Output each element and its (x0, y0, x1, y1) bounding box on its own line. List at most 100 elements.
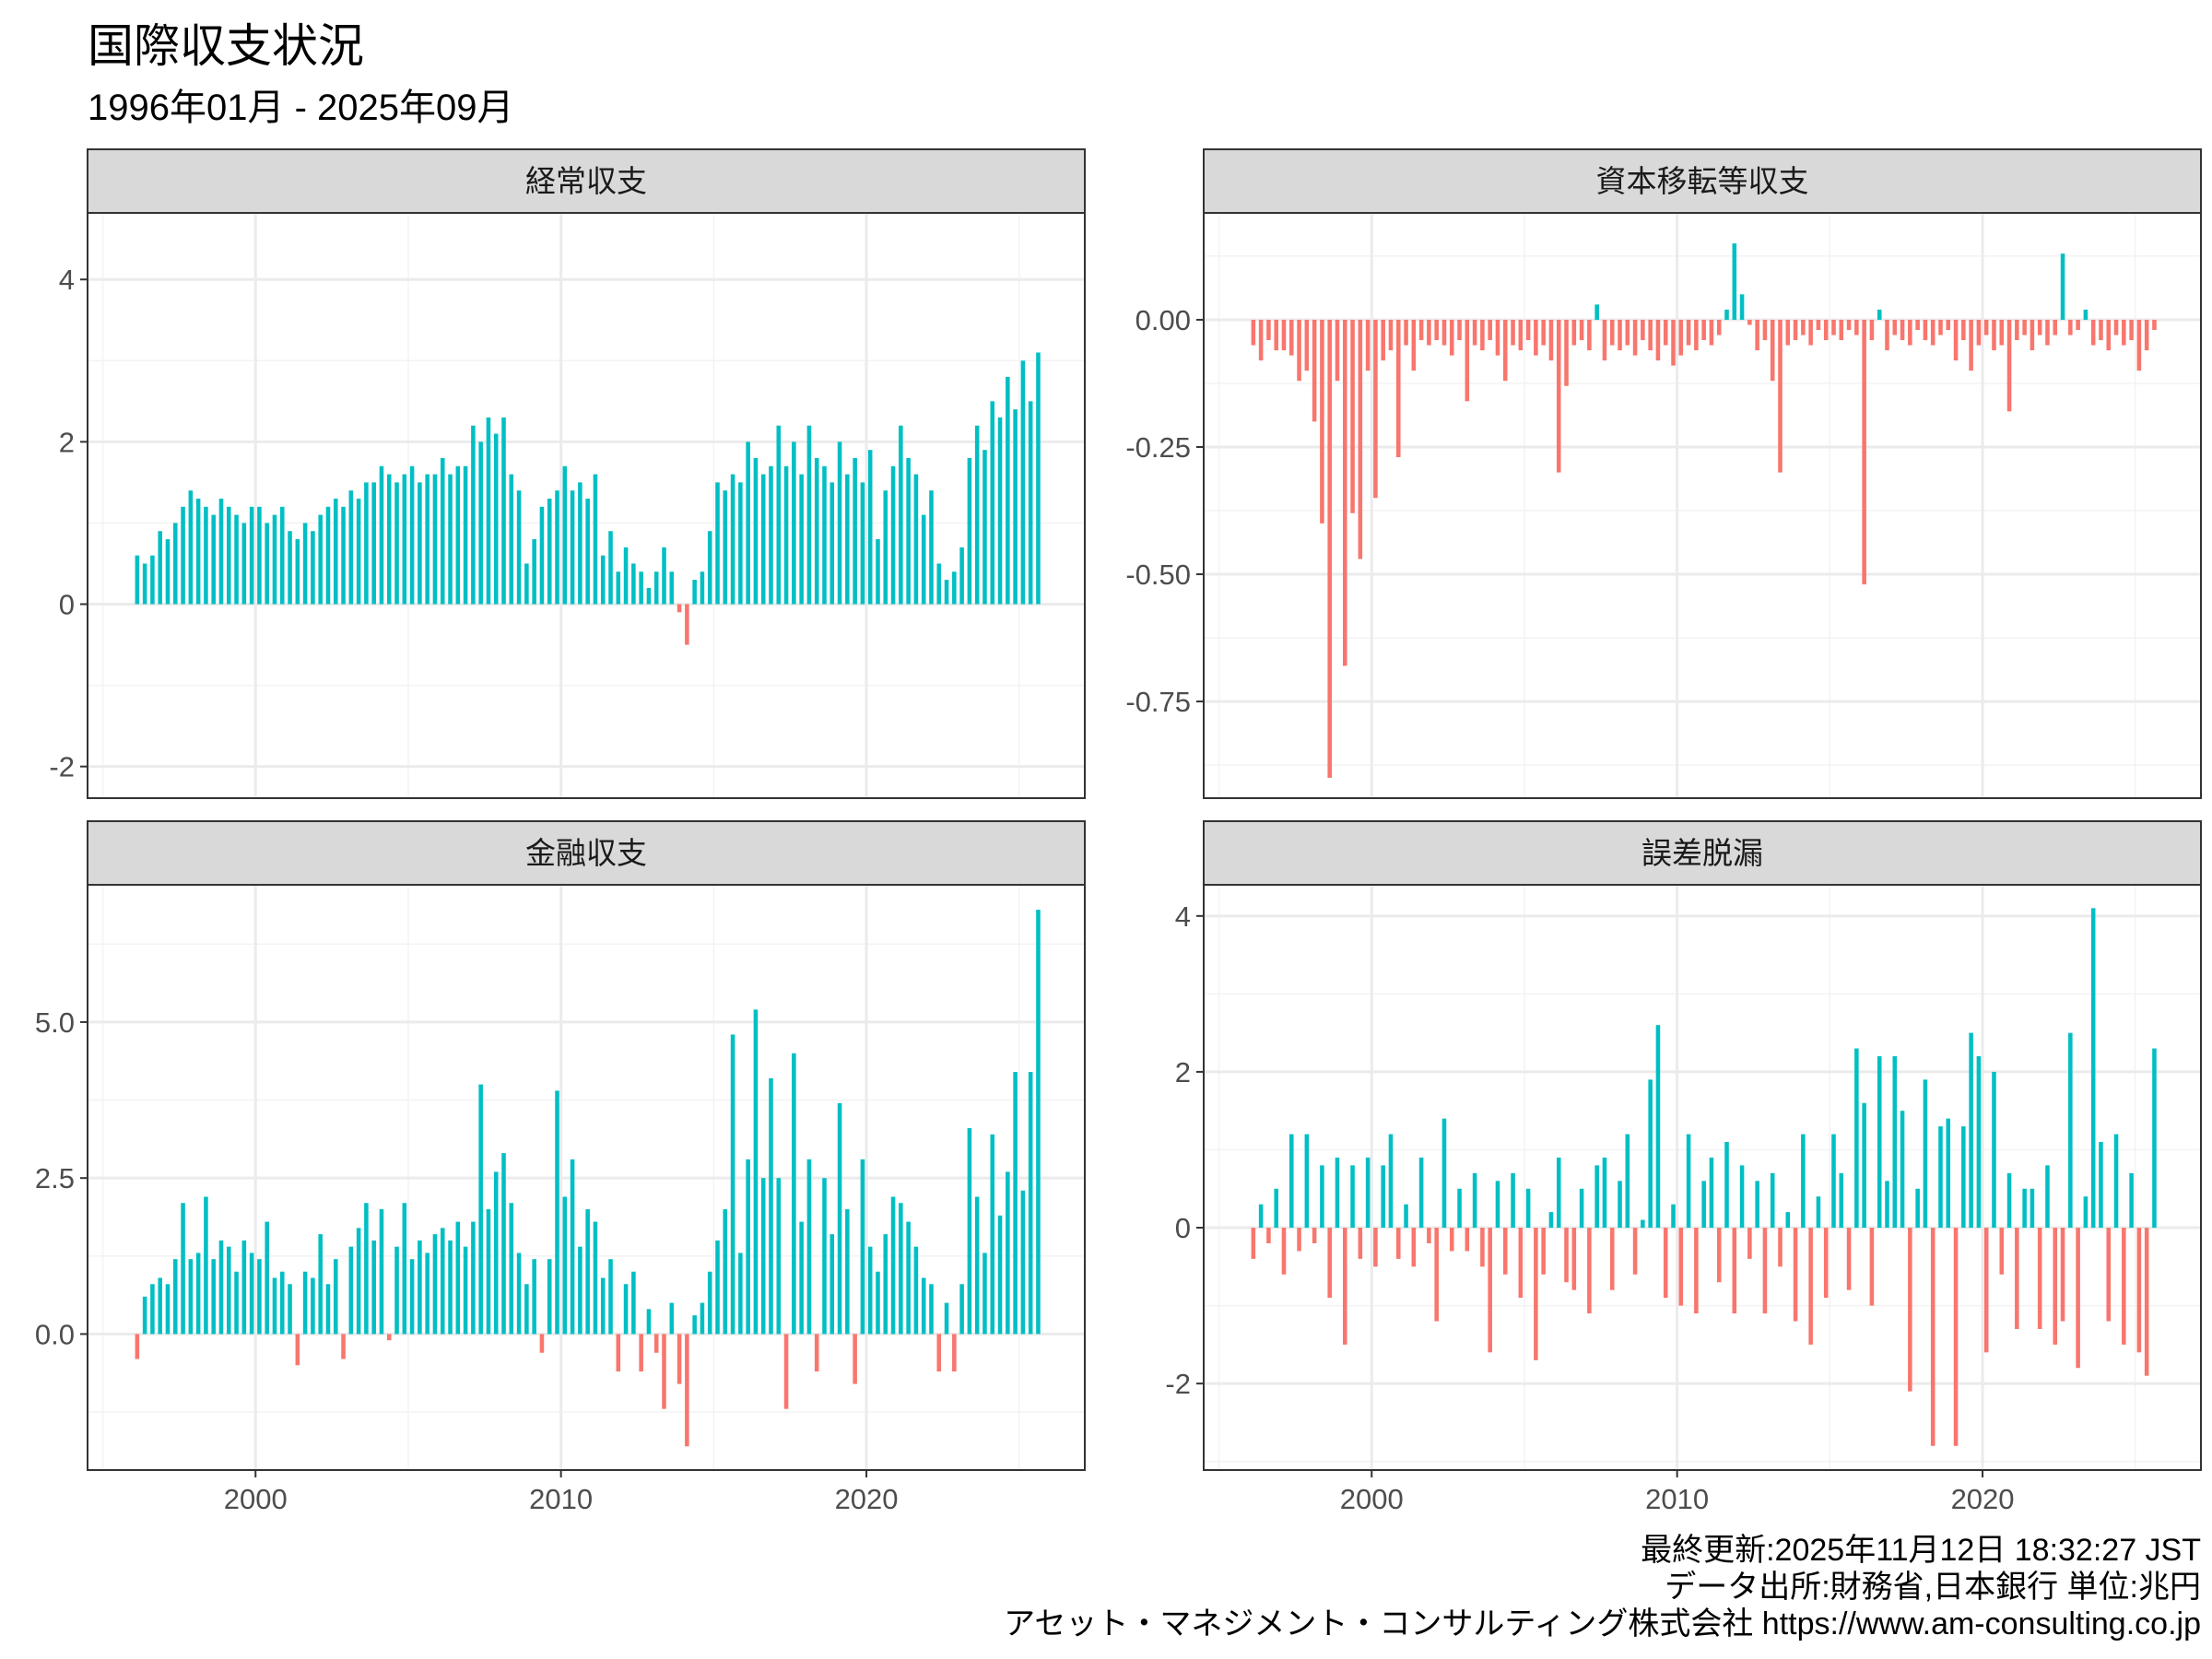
bar (1709, 1157, 1714, 1229)
bar (516, 490, 522, 605)
bar (478, 1084, 483, 1335)
bar (799, 474, 804, 605)
bar (1747, 319, 1752, 325)
bar (555, 1090, 559, 1335)
bar (1732, 1228, 1737, 1314)
bar (1404, 1204, 1408, 1229)
bar (974, 1196, 980, 1335)
bar (2022, 1188, 2027, 1229)
x-tick-label: 2000 (224, 1483, 288, 1515)
y-tick-label: -0.25 (1125, 431, 1191, 464)
bar (2106, 319, 2112, 351)
bar (341, 1334, 346, 1359)
credit: アセット・マネジメント・コンサルティング株式会社 https://www.am-… (1004, 1606, 2201, 1641)
bar (1793, 1228, 1798, 1322)
chart-title: 国際収支状況 (88, 20, 364, 72)
bar (982, 450, 987, 605)
bar (830, 1234, 835, 1335)
bar (1502, 1228, 1508, 1275)
bar (1548, 319, 1554, 361)
bar (356, 1228, 361, 1335)
bar (1251, 319, 1256, 346)
bar (1036, 910, 1041, 1335)
y-tick-label: 0 (1175, 1212, 1191, 1244)
bar (906, 1221, 911, 1335)
bar (1694, 1228, 1699, 1314)
bar (585, 499, 590, 605)
y-tick-label: 0 (59, 589, 75, 621)
bar (1511, 1172, 1515, 1229)
bar (1587, 319, 1592, 351)
bar (249, 1253, 254, 1335)
bar (1518, 319, 1524, 351)
y-tick-label: -2 (1165, 1368, 1191, 1400)
bar (913, 474, 919, 605)
bar (448, 474, 453, 605)
bar (997, 1215, 1003, 1335)
bar (1395, 319, 1401, 458)
bar (463, 465, 468, 605)
bar (876, 539, 880, 605)
bar (783, 465, 789, 605)
bar (806, 425, 812, 605)
bar (1281, 319, 1287, 351)
bar (723, 490, 728, 605)
panel-2: 資本移転等収支 -0.75 -0.50 -0.25 0.00 (1125, 148, 2202, 799)
bar (1320, 319, 1324, 524)
panel-border (1203, 212, 2202, 799)
bar (2152, 319, 2157, 330)
bar (265, 1221, 269, 1335)
bar (890, 1196, 896, 1335)
bar (1793, 319, 1798, 341)
bar (700, 571, 705, 605)
bar (578, 482, 582, 605)
bar (2152, 1048, 2157, 1229)
bar (516, 1253, 522, 1335)
panel-4: 誤差脱漏 -2 0 2 4 2000 2010 2020 (1165, 820, 2202, 1515)
y-tick-label: 0.00 (1135, 304, 1191, 336)
bar (295, 1334, 300, 1366)
bar (707, 1271, 712, 1335)
bar (1381, 1165, 1385, 1229)
bar (944, 580, 949, 605)
bar (1609, 1228, 1615, 1290)
bar (1525, 319, 1531, 341)
bar (1571, 1228, 1577, 1290)
bar (181, 1203, 185, 1335)
bar (1938, 1126, 1943, 1229)
bar (1274, 319, 1278, 351)
bar (1641, 1219, 1645, 1229)
bar (211, 1259, 216, 1335)
bar (1441, 319, 1447, 346)
bar (1594, 1165, 1599, 1229)
bar (1869, 1228, 1875, 1306)
bar (2090, 908, 2096, 1229)
bar (1571, 319, 1577, 346)
bar (1923, 319, 1928, 341)
bar (2045, 1165, 2050, 1229)
x-tick-label: 2010 (529, 1483, 593, 1515)
bar (135, 555, 140, 605)
bar (662, 547, 666, 605)
bar (1983, 1228, 1989, 1353)
bar (158, 1277, 162, 1335)
bar (386, 474, 392, 605)
bar (1541, 319, 1546, 346)
bar (1755, 319, 1759, 351)
bar (1808, 319, 1813, 346)
bar (1915, 1188, 1920, 1229)
bar (2076, 319, 2080, 330)
bar (1862, 319, 1866, 585)
bar (1762, 319, 1768, 341)
bar (730, 1034, 735, 1335)
bar (562, 1196, 568, 1335)
bar (753, 1009, 759, 1335)
y-tick-label: 5.0 (35, 1006, 75, 1039)
bar (1404, 319, 1408, 346)
bar (2022, 319, 2027, 335)
bar (1632, 1228, 1638, 1275)
bar (959, 1284, 964, 1335)
bar (311, 531, 315, 605)
bar (165, 1284, 171, 1335)
bar (1976, 1056, 1982, 1229)
